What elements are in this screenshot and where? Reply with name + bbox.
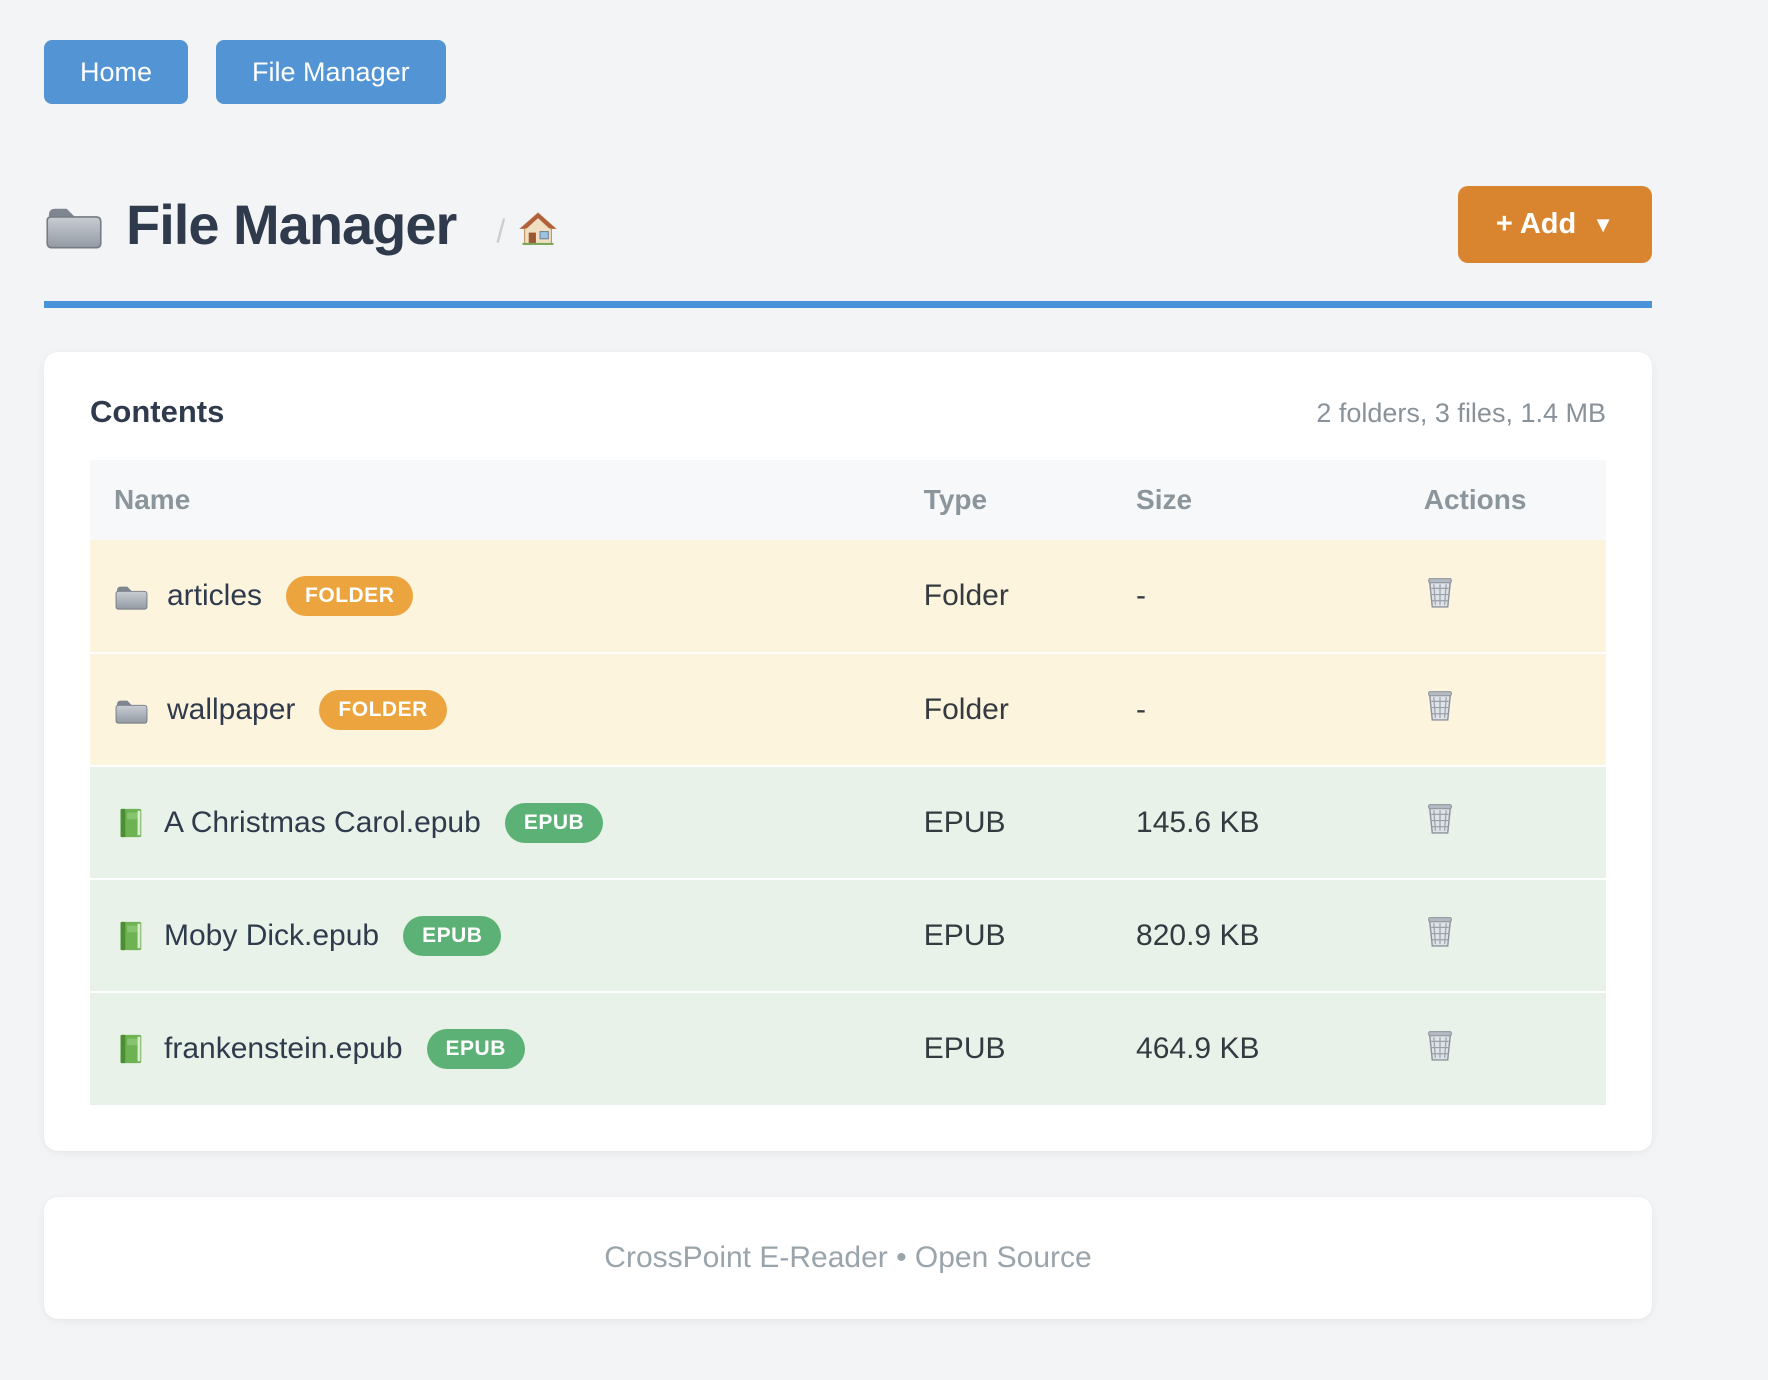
type-cell: Folder (923, 540, 1137, 653)
actions-cell (1393, 540, 1606, 653)
chevron-down-icon: ▼ (1592, 211, 1614, 237)
column-header-actions: Actions (1393, 460, 1606, 540)
actions-cell (1393, 991, 1606, 1105)
size-cell: 820.9 KB (1136, 878, 1394, 992)
header-divider (44, 301, 1652, 308)
actions-cell (1393, 652, 1606, 766)
table-row: Moby Dick.epub EPUB EPUB 820.9 KB (90, 878, 1606, 992)
item-name-link[interactable]: A Christmas Carol.epub (164, 805, 481, 839)
title-group: File Manager / (44, 192, 557, 257)
footer: CrossPoint E-Reader • Open Source (44, 1197, 1652, 1319)
name-cell: articles FOLDER (90, 540, 924, 653)
table-row: A Christmas Carol.epub EPUB EPUB 145.6 K… (90, 765, 1606, 879)
column-header-type: Type (923, 460, 1137, 540)
page-header: File Manager / + Add ▼ (44, 186, 1652, 263)
delete-button[interactable] (1424, 914, 1456, 949)
actions-cell (1393, 765, 1606, 879)
folder-icon (114, 695, 149, 725)
book-icon (114, 919, 146, 953)
folder-icon (44, 199, 104, 251)
item-name-link[interactable]: wallpaper (167, 692, 296, 726)
folder-badge: FOLDER (286, 576, 414, 616)
size-cell: 145.6 KB (1136, 765, 1394, 879)
breadcrumb-separator: / (496, 213, 506, 249)
name-cell: wallpaper FOLDER (90, 652, 924, 766)
contents-summary: 2 folders, 3 files, 1.4 MB (1316, 398, 1606, 428)
trash-icon (1424, 577, 1456, 613)
epub-badge: EPUB (426, 1029, 525, 1069)
house-icon[interactable] (519, 212, 557, 251)
name-cell: frankenstein.epub EPUB (90, 991, 924, 1105)
folder-badge: FOLDER (319, 689, 447, 730)
table-row: wallpaper FOLDER Folder - (90, 652, 1606, 766)
item-name-link[interactable]: Moby Dick.epub (164, 918, 380, 952)
home-button[interactable]: Home (44, 40, 189, 104)
footer-text: CrossPoint E-Reader • Open Source (604, 1241, 1092, 1274)
delete-button[interactable] (1424, 575, 1456, 610)
epub-badge: EPUB (403, 915, 502, 956)
contents-title: Contents (90, 394, 225, 429)
breadcrumb: / (496, 212, 557, 251)
book-icon (114, 806, 146, 840)
size-cell: - (1136, 540, 1394, 653)
top-nav: Home File Manager (44, 40, 1652, 104)
trash-icon (1424, 916, 1456, 952)
column-header-size: Size (1136, 460, 1394, 540)
add-button-label: + Add (1495, 208, 1577, 240)
size-cell: 464.9 KB (1136, 991, 1394, 1105)
trash-icon (1424, 690, 1456, 726)
type-cell: EPUB (923, 878, 1137, 992)
file-table: Name Type Size Actions articles FOLDER (90, 460, 1606, 1105)
file-manager-button[interactable]: File Manager (216, 40, 446, 104)
size-cell: - (1136, 652, 1394, 766)
delete-button[interactable] (1424, 801, 1456, 836)
table-header-row: Name Type Size Actions (90, 460, 1606, 540)
page-title: File Manager (126, 193, 457, 256)
page: Home File Manager File Manager / + Add ▼… (44, 40, 1652, 1319)
actions-cell (1393, 878, 1606, 992)
type-cell: Folder (923, 652, 1137, 766)
epub-badge: EPUB (504, 802, 604, 843)
trash-icon (1424, 1030, 1456, 1066)
book-icon (114, 1032, 146, 1066)
contents-card: Contents 2 folders, 3 files, 1.4 MB Name… (44, 352, 1652, 1151)
contents-card-header: Contents 2 folders, 3 files, 1.4 MB (90, 394, 1606, 430)
item-name-link[interactable]: articles (167, 579, 263, 612)
name-cell: Moby Dick.epub EPUB (90, 878, 924, 992)
table-row: frankenstein.epub EPUB EPUB 464.9 KB (90, 991, 1606, 1105)
delete-button[interactable] (1424, 1028, 1456, 1063)
item-name-link[interactable]: frankenstein.epub (164, 1032, 403, 1065)
name-cell: A Christmas Carol.epub EPUB (90, 765, 924, 879)
table-row: articles FOLDER Folder - (90, 540, 1606, 653)
type-cell: EPUB (923, 991, 1137, 1105)
type-cell: EPUB (923, 765, 1137, 879)
add-button[interactable]: + Add ▼ (1457, 186, 1652, 263)
trash-icon (1424, 803, 1456, 839)
column-header-name: Name (90, 460, 924, 540)
delete-button[interactable] (1424, 688, 1456, 723)
folder-icon (114, 581, 149, 611)
